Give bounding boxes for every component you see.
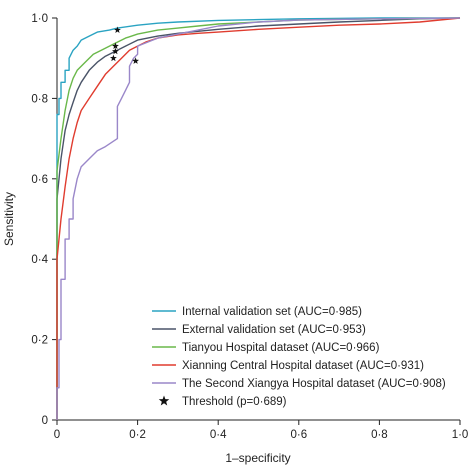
threshold-markers [110,26,140,64]
roc-curve-5 [56,17,461,420]
x-tick-label: 0·2 [129,429,146,441]
x-tick-label: 0 [54,429,60,441]
x-axis-title: 1–specificity [225,451,290,465]
x-tick-label: 0·6 [290,429,307,441]
threshold-star [110,54,117,62]
threshold-star [112,47,119,55]
y-tick-label: 0·6 [31,174,48,186]
y-tick-label: 1·0 [31,13,48,25]
y-tick-label: 0·4 [31,254,48,266]
y-axis-title: Sensitivity [2,192,16,246]
series-layer [56,17,461,420]
x-tick-label: 0·4 [210,429,227,441]
x-ticks: 0 0·2 0·4 0·6 0·8 1·0 [54,420,469,441]
legend: Internal validation set (AUC=0·985) Exter… [148,302,448,414]
legend-label-4: Xianning Central Hospital dataset (AUC=0… [182,360,424,372]
x-tick-label: 1·0 [452,429,469,441]
legend-label-3: Tianyou Hospital dataset (AUC=0·966) [182,342,380,354]
roc-curve-2 [56,17,461,420]
legend-swatch-threshold [158,395,170,406]
threshold-star [114,26,121,33]
legend-box [148,302,448,414]
x-tick-label: 0·8 [371,429,388,441]
roc-curve-4 [56,17,461,420]
y-tick-label: 0·8 [31,93,48,105]
legend-label-2: External validation set (AUC=0·953) [182,324,366,336]
y-tick-label: 0 [42,415,48,427]
legend-label-5: The Second Xiangya Hospital dataset (AUC… [182,378,446,390]
y-tick-label: 0·2 [31,335,48,347]
roc-curve-1 [56,17,460,420]
threshold-star [112,42,119,50]
y-ticks: 0 0·2 0·4 0·6 0·8 1·0 [31,13,57,427]
threshold-star [132,57,140,64]
legend-label-threshold: Threshold (p=0·689) [182,396,287,408]
legend-label-1: Internal validation set (AUC=0·985) [182,306,362,318]
